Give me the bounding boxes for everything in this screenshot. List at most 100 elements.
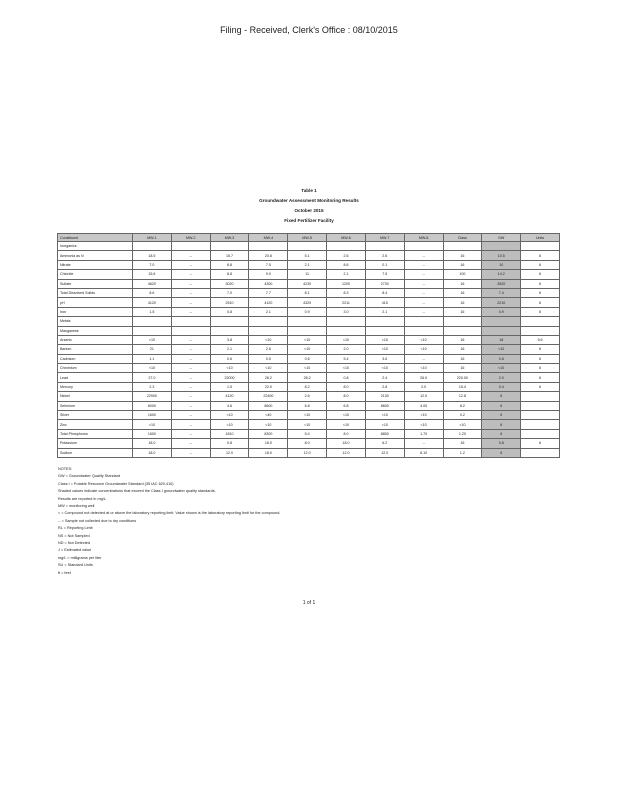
note-line: MW = monitoring well xyxy=(58,504,95,509)
empty-cell xyxy=(520,316,560,327)
empty-cell xyxy=(248,240,289,252)
cell: 21 xyxy=(132,344,172,355)
cell: 18.0 xyxy=(132,447,172,459)
cell: 5.4 xyxy=(287,428,328,440)
cell: 8600 xyxy=(248,400,289,412)
cell: <10 xyxy=(132,334,172,346)
cell: 4120 xyxy=(248,297,289,308)
cell: 2730 xyxy=(364,278,405,289)
cell: -- xyxy=(403,438,444,449)
empty-cell xyxy=(364,240,405,252)
cell: <10 xyxy=(481,363,522,374)
cell: 15.7 xyxy=(209,250,250,261)
cell: 27.0 xyxy=(132,372,172,383)
cell: 2.1 xyxy=(209,344,250,355)
table-row: Potassium 18.0 -- 0.8 18.0 8.0 18.0 6.2 -- 16 0.8 6 xyxy=(57,438,560,449)
table-row: Sodium 18.0 -- 12.0 18.0 12.0 12.0 12.0 8.10 1.2 6 xyxy=(57,447,560,459)
title-line: Fixed Fertilizer Facility xyxy=(284,218,334,223)
note-line: mg/L = milligrams per liter xyxy=(58,555,102,560)
title-line: October 2015 xyxy=(294,208,324,213)
cell: -- xyxy=(170,287,211,299)
cell: -- xyxy=(170,428,211,440)
cell: <10 xyxy=(326,363,366,374)
cell: 4120 xyxy=(209,391,250,402)
empty-cell xyxy=(170,316,211,327)
cell: 14.2 xyxy=(481,269,522,280)
cell: 2211 xyxy=(326,297,366,308)
cell: 7.0 xyxy=(209,287,250,299)
empty-cell xyxy=(442,316,483,327)
cell: -- xyxy=(403,353,444,365)
cell: 22000 xyxy=(209,372,250,383)
empty-cell xyxy=(481,240,522,252)
table-row: Ammonia as N 18.5 -- 15.7 20.8 5.1 2.6 2.6 -- 16 1… xyxy=(57,250,560,261)
cell: 12.0 xyxy=(287,447,328,459)
note-line: NS = Not Sampled xyxy=(58,533,90,538)
cell: -- xyxy=(170,306,211,318)
cell: 6.8 xyxy=(326,400,366,412)
cell: 5.1 xyxy=(287,250,328,261)
cell: <10 xyxy=(209,363,250,374)
cell: <10 xyxy=(403,410,444,421)
empty-cell xyxy=(326,240,366,252)
cell: 6 xyxy=(520,287,560,299)
cell: 2.0 xyxy=(481,372,522,383)
cell: 8.1 xyxy=(287,287,328,299)
cell: 1.1 xyxy=(132,353,172,365)
cell: <10 xyxy=(209,419,250,430)
row-label: pH xyxy=(57,297,133,308)
empty-cell xyxy=(209,325,250,336)
cell: 6 xyxy=(481,447,522,459)
cell: <10 xyxy=(287,344,328,355)
table-row: Arsenic <10 -- 3.8 <10 <10 <10 <10 <10 16 18 5.6 xyxy=(57,334,560,346)
cell: 1.2 xyxy=(442,447,483,459)
empty-cell xyxy=(520,325,560,336)
cell: 8.8 xyxy=(209,259,250,271)
column-header: MW-2 xyxy=(170,233,211,242)
filing-header: Filing - Received, Clerk's Office : 08/1… xyxy=(220,25,398,35)
cell: <10 xyxy=(481,344,522,355)
cell: 1.5 xyxy=(209,381,250,393)
cell: 0.8 xyxy=(481,353,522,365)
cell: -- xyxy=(170,353,211,365)
row-label: Potassium xyxy=(57,438,133,449)
cell: -- xyxy=(170,419,211,430)
column-header: MW-6 xyxy=(326,233,366,242)
cell: 2.6 xyxy=(248,344,289,355)
cell: -- xyxy=(170,250,211,261)
cell: <10 xyxy=(248,419,289,430)
row-label: Total Dissolved Solids xyxy=(57,287,133,299)
cell: <10 xyxy=(403,363,444,374)
cell: <10 xyxy=(209,410,250,421)
cell: <10 xyxy=(248,363,289,374)
cell: 2.8 xyxy=(364,381,405,393)
cell: <10 xyxy=(287,334,328,346)
cell: <10 xyxy=(403,334,444,346)
cell: -- xyxy=(170,259,211,271)
cell: 8.0 xyxy=(326,391,366,402)
empty-cell xyxy=(170,240,211,252)
cell: -- xyxy=(170,344,211,355)
empty-cell xyxy=(209,240,250,252)
empty-cell xyxy=(132,316,172,327)
cell: 0.8 xyxy=(326,372,366,383)
row-label: Silver xyxy=(57,410,133,421)
cell: 0.6 xyxy=(209,353,250,365)
cell: 22.0 xyxy=(248,381,289,393)
table-row: Selenium 6000 -- 4.6 8600 6.8 6.8 6600 4.00 8.2 6 xyxy=(57,400,560,412)
title-line: Groundwater Assessment Monitoring Result… xyxy=(259,198,359,203)
cell: 8300 xyxy=(248,428,289,440)
table-row: pH 4120 -- 2510 4120 4320 2211 415 -- 16 2210 6 xyxy=(57,297,560,308)
cell: 18.5 xyxy=(132,250,172,261)
cell: <40 xyxy=(248,410,289,421)
cell: 12.8 xyxy=(442,391,483,402)
cell: 6 xyxy=(481,410,522,421)
cell: 2130 xyxy=(364,391,405,402)
cell: 7.5 xyxy=(248,259,289,271)
cell: <10 xyxy=(364,334,405,346)
note-line: RL = Reporting Limit xyxy=(58,526,93,531)
cell: 1600 xyxy=(132,410,172,421)
empty-cell xyxy=(520,391,560,402)
cell: 4230 xyxy=(287,278,328,289)
cell: 10.5 xyxy=(481,250,522,261)
